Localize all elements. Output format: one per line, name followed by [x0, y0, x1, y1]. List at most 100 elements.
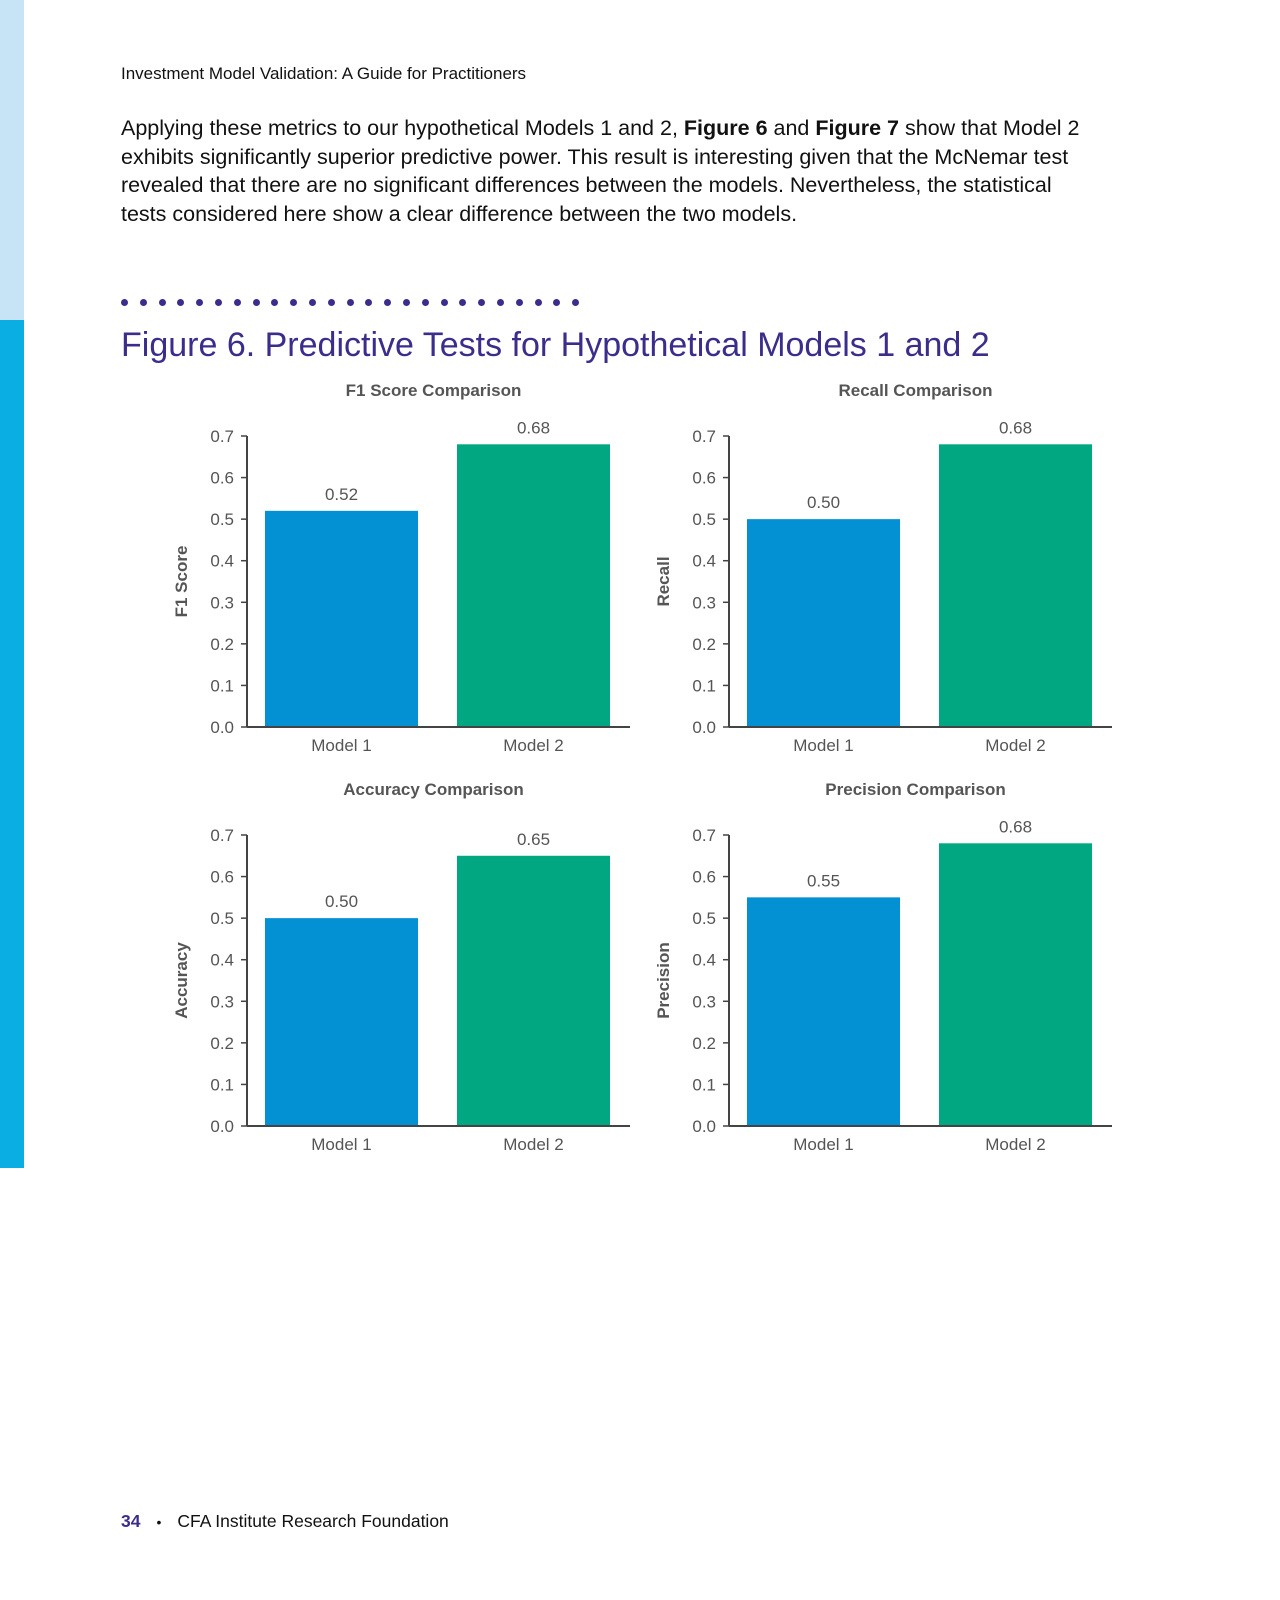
- data-label: 0.52: [325, 485, 358, 504]
- data-label: 0.50: [807, 493, 840, 512]
- x-tick-label: Model 1: [793, 736, 853, 755]
- y-tick-label: 0.6: [692, 469, 716, 488]
- y-tick-label: 0.6: [692, 868, 716, 887]
- bar-model-2: [457, 855, 610, 1126]
- divider-dot: [572, 299, 580, 306]
- y-tick-label: 0.4: [692, 951, 716, 970]
- divider-dot: [440, 299, 448, 306]
- figure-6-reference: Figure 6: [683, 116, 768, 140]
- y-tick-label: 0.7: [692, 427, 716, 446]
- bar-model-2: [457, 444, 610, 727]
- side-accent-bar-dark: [0, 320, 24, 1168]
- side-accent-bar-light: [0, 0, 24, 320]
- divider-dot: [402, 299, 410, 306]
- y-tick-label: 0.1: [692, 1075, 716, 1094]
- data-label: 0.68: [999, 817, 1032, 836]
- y-tick-label: 0.0: [692, 1117, 716, 1136]
- chart-title: F1 Score Comparison: [346, 381, 522, 400]
- divider-dot: [459, 299, 467, 306]
- figure-title: Figure 6. Predictive Tests for Hypotheti…: [121, 326, 990, 364]
- divider-dot: [271, 299, 279, 306]
- data-label: 0.68: [999, 418, 1032, 437]
- page-number: 34: [121, 1511, 141, 1531]
- y-tick-label: 0.5: [692, 510, 716, 529]
- running-head: Investment Model Validation: A Guide for…: [121, 64, 527, 83]
- y-tick-label: 0.0: [692, 718, 716, 737]
- divider-dot: [496, 299, 504, 306]
- y-tick-label: 0.5: [692, 909, 716, 928]
- divider-dot: [196, 299, 204, 306]
- divider-dot: [327, 299, 335, 306]
- data-label: 0.55: [807, 871, 840, 890]
- y-tick-label: 0.0: [210, 1117, 234, 1136]
- bar-model-1: [265, 918, 418, 1126]
- divider-dot: [421, 299, 429, 306]
- y-tick-label: 0.6: [210, 868, 234, 887]
- y-tick-label: 0.5: [210, 909, 234, 928]
- bar-model-1: [265, 510, 418, 727]
- data-label: 0.68: [517, 418, 550, 437]
- divider-dot: [308, 299, 316, 306]
- y-tick-label: 0.4: [210, 552, 234, 571]
- divider-dot: [290, 299, 298, 306]
- x-tick-label: Model 2: [985, 1135, 1045, 1154]
- y-tick-label: 0.6: [210, 469, 234, 488]
- divider-dot: [384, 299, 392, 306]
- body-paragraph: Applying these metrics to our hypothetic…: [121, 114, 1081, 228]
- footer-publisher: CFA Institute Research Foundation: [177, 1511, 449, 1531]
- chart-title: Accuracy Comparison: [343, 780, 523, 799]
- divider-dot: [365, 299, 373, 306]
- x-tick-label: Model 1: [311, 736, 371, 755]
- x-tick-label: Model 2: [985, 736, 1045, 755]
- x-tick-label: Model 1: [793, 1135, 853, 1154]
- divider-dot: [233, 299, 241, 306]
- divider-dot: [121, 299, 128, 306]
- footer-bullet: •: [156, 1513, 162, 1530]
- y-tick-label: 0.3: [692, 593, 716, 612]
- x-tick-label: Model 2: [503, 736, 563, 755]
- y-tick-label: 0.2: [692, 1034, 716, 1053]
- paragraph-text: Applying these metrics to our hypothetic…: [121, 116, 684, 140]
- bar-model-2: [939, 444, 1092, 727]
- y-tick-label: 0.1: [210, 676, 234, 695]
- data-label: 0.65: [517, 830, 550, 849]
- divider-dot: [139, 299, 147, 306]
- divider-dot: [252, 299, 260, 306]
- footer: 34 • CFA Institute Research Foundation: [121, 1511, 449, 1532]
- chart-title: Recall Comparison: [839, 381, 993, 400]
- y-tick-label: 0.0: [210, 718, 234, 737]
- y-tick-label: 0.7: [210, 826, 234, 845]
- divider-dot: [214, 299, 222, 306]
- y-tick-label: 0.2: [210, 1034, 234, 1053]
- y-tick-label: 0.7: [692, 826, 716, 845]
- dotted-divider: [121, 299, 591, 306]
- divider-dot: [158, 299, 166, 306]
- chart-title: Precision Comparison: [825, 780, 1005, 799]
- y-tick-label: 0.4: [210, 951, 234, 970]
- divider-dot: [177, 299, 185, 306]
- y-tick-label: 0.1: [210, 1075, 234, 1094]
- x-tick-label: Model 1: [311, 1135, 371, 1154]
- divider-dot: [553, 299, 561, 306]
- data-label: 0.50: [325, 892, 358, 911]
- y-tick-label: 0.2: [210, 635, 234, 654]
- y-tick-label: 0.3: [692, 992, 716, 1011]
- y-tick-label: 0.3: [210, 593, 234, 612]
- y-tick-label: 0.1: [692, 676, 716, 695]
- paragraph-text: and: [767, 116, 816, 140]
- divider-dot: [534, 299, 542, 306]
- y-tick-label: 0.7: [210, 427, 234, 446]
- y-axis-label: Recall: [654, 556, 673, 606]
- divider-dot: [515, 299, 523, 306]
- y-tick-label: 0.5: [210, 510, 234, 529]
- y-axis-label: F1 Score: [172, 546, 191, 618]
- y-tick-label: 0.2: [692, 635, 716, 654]
- x-tick-label: Model 2: [503, 1135, 563, 1154]
- figure-7-reference: Figure 7: [815, 116, 900, 140]
- paragraph-text: show that Model 2 exhibits significantly…: [121, 116, 1080, 226]
- bar-model-1: [747, 897, 900, 1126]
- divider-dot: [478, 299, 486, 306]
- bar-model-1: [747, 519, 900, 727]
- y-axis-label: Accuracy: [172, 942, 191, 1019]
